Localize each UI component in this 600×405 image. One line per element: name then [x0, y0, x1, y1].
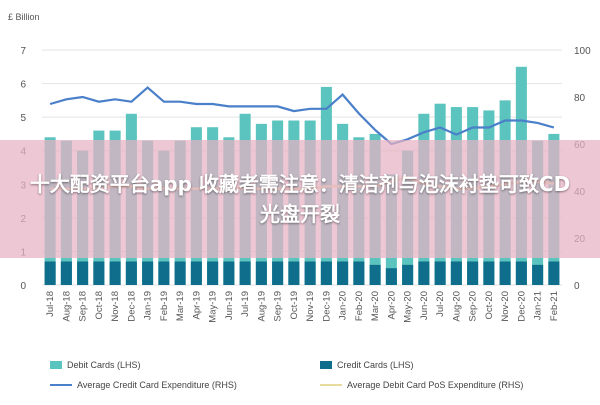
watermark-text: 十大配资平台app 收藏者需注意：清洁剂与泡沫衬垫可致CD光盘开裂 — [29, 172, 571, 226]
credit-bar — [109, 261, 121, 285]
credit-bar — [418, 261, 430, 285]
x-tick-label: Jan-21 — [533, 291, 544, 320]
legend-swatch — [320, 361, 332, 369]
credit-bar — [515, 261, 527, 285]
left-tick-label: 6 — [20, 80, 26, 91]
x-tick-label: Sep-18 — [78, 291, 89, 322]
credit-bar — [60, 261, 72, 285]
credit-bar — [304, 261, 316, 285]
credit-bar — [483, 261, 495, 285]
x-tick-label: Mar-20 — [370, 291, 381, 321]
x-tick-label: Apr-20 — [386, 291, 397, 320]
credit-bar — [402, 264, 414, 285]
x-tick-label: Oct-18 — [94, 291, 105, 320]
credit-expenditure-line — [49, 86, 555, 146]
credit-bar — [385, 268, 397, 285]
credit-bar — [125, 261, 137, 285]
x-tick-label: Jan-19 — [143, 291, 154, 320]
x-tick-label: Aug-19 — [256, 291, 267, 322]
x-tick-label: Aug-18 — [61, 291, 72, 322]
right-tick-label: 0 — [574, 281, 580, 292]
x-tick-label: Aug-20 — [451, 291, 462, 322]
x-tick-label: Nov-19 — [305, 291, 316, 322]
x-tick-label: Oct-19 — [289, 291, 300, 320]
credit-bar — [255, 261, 267, 285]
credit-bar — [158, 261, 170, 285]
legend-item: Debit Cards (LHS) — [50, 360, 141, 370]
credit-bar — [174, 261, 186, 285]
legend-label: Credit Cards (LHS) — [337, 360, 414, 370]
credit-bar — [450, 261, 462, 285]
legend-item: Credit Cards (LHS) — [320, 360, 414, 370]
x-tick-label: Jan-20 — [338, 291, 349, 320]
x-tick-label: Nov-20 — [500, 291, 511, 322]
x-tick-label: Jun-19 — [224, 291, 235, 320]
credit-bar — [44, 261, 56, 285]
right-tick-label: 80 — [574, 93, 586, 104]
x-tick-label: Mar-19 — [175, 291, 186, 321]
left-axis-label: £ Billion — [8, 12, 40, 22]
legend-label: Debit Cards (LHS) — [67, 360, 141, 370]
legend-label: Average Debit Card PoS Expenditure (RHS) — [347, 380, 524, 390]
credit-bar — [239, 261, 251, 285]
credit-bar — [272, 261, 284, 285]
credit-bar — [320, 261, 332, 285]
credit-bar — [548, 261, 560, 285]
credit-bar — [369, 264, 381, 285]
legend-swatch — [50, 384, 72, 386]
credit-bar — [467, 261, 479, 285]
credit-bar — [353, 261, 365, 285]
x-tick-label: Jun-20 — [419, 291, 430, 320]
legend-swatch — [320, 384, 342, 386]
x-tick-label: Sep-19 — [273, 291, 284, 322]
credit-bar — [142, 261, 154, 285]
credit-bar — [499, 261, 511, 285]
x-tick-label: Feb-21 — [549, 291, 560, 321]
x-tick-label: Apr-19 — [191, 291, 202, 320]
x-tick-label: Nov-18 — [110, 291, 121, 322]
right-tick-label: 100 — [574, 46, 591, 57]
x-tick-label: May-20 — [403, 291, 414, 323]
x-tick-label: Dec-18 — [126, 291, 137, 322]
x-tick-label: Sep-20 — [468, 291, 479, 322]
credit-bar — [288, 261, 300, 285]
legend-label: Average Credit Card Expenditure (RHS) — [77, 380, 237, 390]
credit-bar — [532, 264, 544, 285]
x-tick-label: Jul-18 — [45, 291, 56, 317]
x-tick-label: May-19 — [208, 291, 219, 323]
x-tick-label: Dec-19 — [321, 291, 332, 322]
legend-item: Average Credit Card Expenditure (RHS) — [50, 380, 237, 390]
x-tick-label: Feb-19 — [159, 291, 170, 321]
x-tick-label: Dec-20 — [516, 291, 527, 322]
x-tick-label: Feb-20 — [354, 291, 365, 321]
left-tick-label: 5 — [20, 113, 26, 124]
credit-bar — [207, 261, 219, 285]
credit-bar — [190, 261, 202, 285]
credit-bar — [77, 261, 89, 285]
legend-swatch — [50, 361, 62, 369]
credit-bar — [223, 261, 235, 285]
x-tick-label: Oct-20 — [484, 291, 495, 320]
credit-bar — [337, 261, 349, 285]
legend-item: Average Debit Card PoS Expenditure (RHS) — [320, 380, 523, 390]
credit-bar — [434, 261, 446, 285]
x-tick-label: Jul-19 — [240, 291, 251, 317]
left-tick-label: 7 — [20, 46, 26, 57]
watermark-banner: 十大配资平台app 收藏者需注意：清洁剂与泡沫衬垫可致CD光盘开裂 — [0, 140, 600, 258]
left-tick-label: 0 — [20, 281, 26, 292]
x-tick-label: Jul-20 — [435, 291, 446, 317]
credit-bar — [93, 261, 105, 285]
